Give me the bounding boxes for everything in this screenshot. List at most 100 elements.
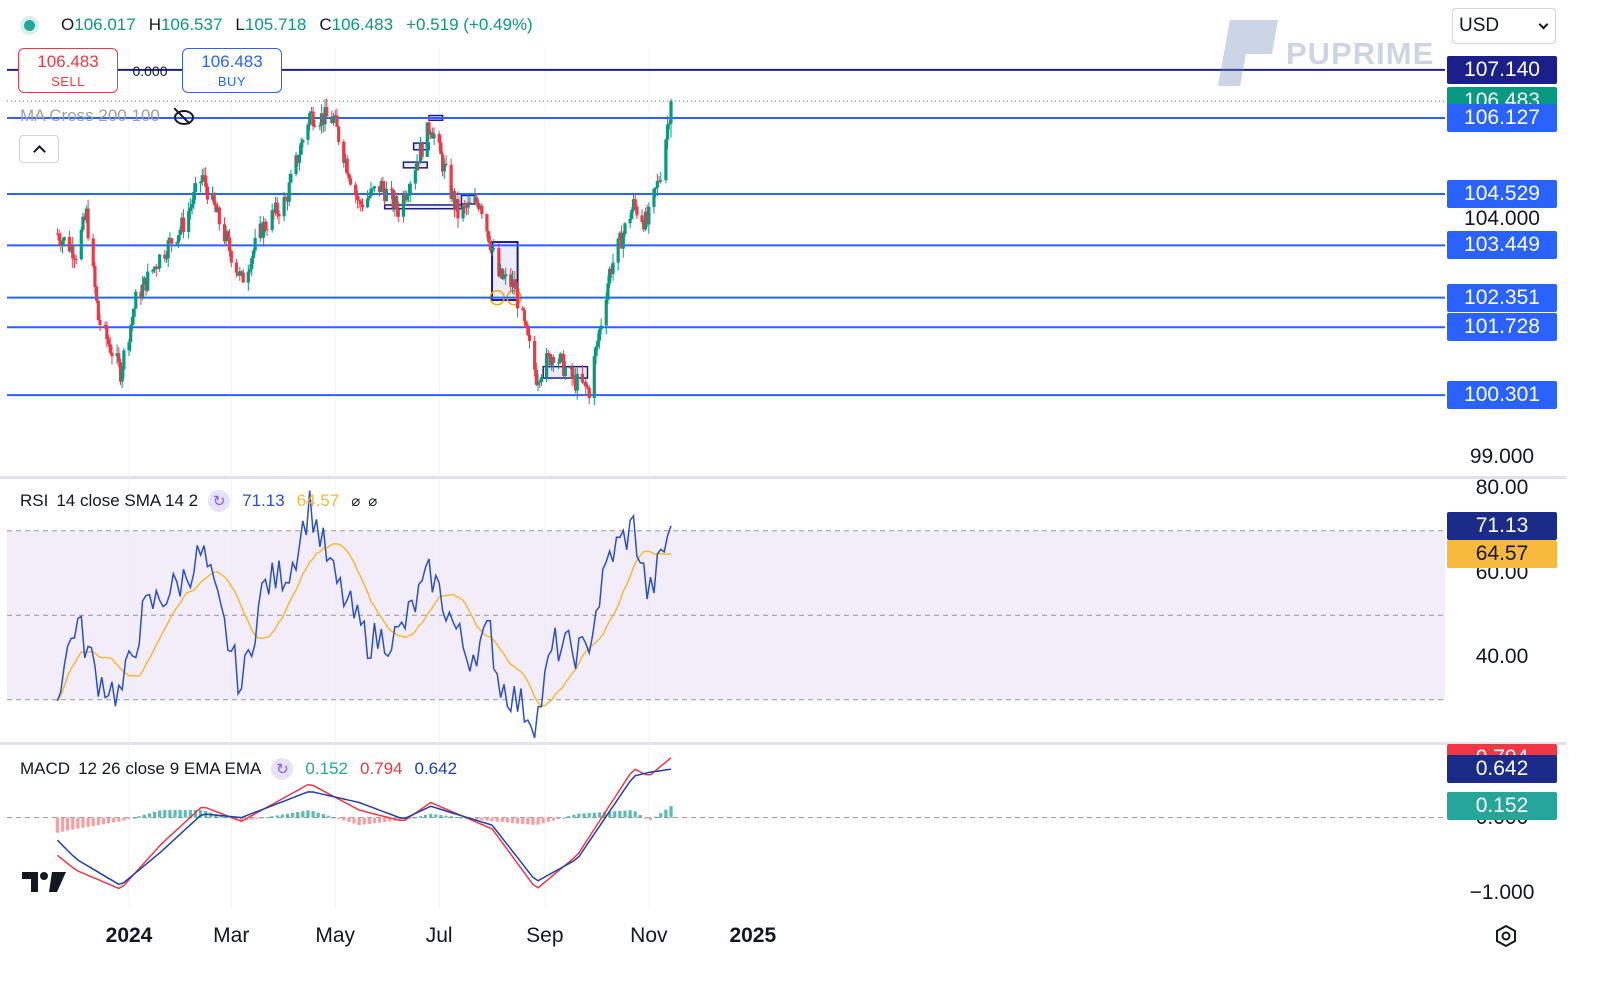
rsi-name: RSI	[20, 491, 49, 510]
rsi-tag: 71.13	[1447, 511, 1557, 540]
candle-body	[272, 210, 276, 213]
candle-body	[273, 202, 278, 213]
macd-histogram-bar	[316, 812, 320, 818]
candle-body	[430, 132, 434, 139]
empty-set-icon: ⌀	[368, 493, 378, 510]
candle-body	[313, 125, 317, 127]
candle-body	[437, 134, 441, 143]
candle-body	[667, 123, 671, 125]
candle-body	[616, 238, 620, 263]
candle-body	[319, 113, 324, 126]
macd-value: 0.794	[359, 759, 403, 778]
candle-body	[403, 194, 407, 201]
candle-body	[558, 353, 562, 363]
candle-body	[611, 262, 615, 274]
candle-body	[631, 199, 636, 210]
macd-line	[56, 757, 672, 890]
macd-histogram-bar	[597, 812, 602, 818]
macd-histogram-bar	[81, 817, 85, 828]
macd-histogram-bar	[250, 817, 254, 820]
pane-dividers[interactable]	[0, 476, 1566, 745]
indicator-settings-icon[interactable]: ↻	[208, 490, 231, 512]
candle-body	[609, 268, 613, 274]
macd-histogram-bar	[551, 817, 555, 821]
candle-body	[454, 199, 458, 209]
indicator-settings-icon[interactable]: ↻	[271, 758, 294, 780]
candle-body	[642, 222, 646, 230]
candle-body	[406, 193, 411, 196]
candle-body	[604, 299, 608, 326]
candle-body	[164, 258, 169, 260]
macd-hist-value: 0.152	[305, 759, 348, 778]
candle-body	[463, 205, 467, 207]
candle-body	[490, 248, 494, 251]
settings-gear-icon[interactable]	[1494, 924, 1518, 948]
tradingview-logo-icon[interactable]	[22, 870, 66, 894]
candle-body	[592, 356, 596, 399]
sell-button[interactable]: 106.483 SELL	[18, 48, 118, 93]
collapse-legend-button[interactable]	[19, 135, 59, 163]
candle-body	[417, 162, 421, 164]
candle-body	[536, 381, 540, 385]
candle-body	[570, 367, 574, 379]
macd-histogram-bar	[270, 816, 274, 818]
candle-body	[464, 205, 469, 208]
macd-histogram-bar	[623, 810, 627, 818]
buy-button[interactable]: 106.483 BUY	[182, 48, 282, 93]
candle-body	[265, 229, 269, 231]
candle-body	[345, 158, 349, 174]
candle-body	[497, 248, 501, 277]
candle-body	[597, 329, 602, 341]
candle-body	[643, 211, 648, 230]
candle-body	[401, 194, 406, 217]
candles	[55, 98, 673, 406]
chevron-down-icon	[1538, 19, 1549, 29]
candle-body	[383, 188, 387, 202]
candle-body	[98, 320, 102, 325]
candle-body	[533, 340, 537, 370]
ohlc-high: 106.537	[160, 15, 223, 34]
macd-legend[interactable]: MACD 12 26 close 9 EMA EMA ↻ 0.152 0.794…	[20, 758, 469, 780]
eye-off-icon[interactable]	[172, 107, 194, 125]
candle-body	[596, 340, 600, 347]
candle-body	[294, 155, 298, 175]
candle-body	[568, 367, 573, 369]
price-tick: 99.000	[1469, 444, 1535, 468]
candle-body	[405, 195, 409, 201]
candle-body	[142, 277, 146, 285]
candle-body	[546, 353, 550, 355]
time-axis-label: Mar	[213, 924, 250, 947]
macd-histogram-bar	[193, 810, 198, 818]
ma-cross-legend[interactable]: MA Cross 200 100	[20, 106, 194, 126]
candle-body	[550, 356, 554, 366]
candle-body	[488, 241, 492, 251]
macd-histogram-bar	[480, 817, 484, 821]
macd-histogram-bar	[587, 813, 591, 818]
macd-histogram-bar	[147, 813, 152, 818]
currency-select[interactable]: USD	[1452, 8, 1556, 44]
candle-body	[95, 286, 99, 301]
macd-histogram-bar	[158, 810, 162, 818]
candle-body	[355, 195, 359, 201]
candle-body	[297, 154, 302, 163]
candle-body	[178, 230, 182, 236]
rsi-legend[interactable]: RSI 14 close SMA 14 2 ↻ 71.13 64.57 ⌀ ⌀	[20, 490, 385, 512]
candle-body	[198, 182, 203, 184]
macd-histogram-bar	[567, 816, 571, 818]
candle-body	[120, 369, 124, 382]
candle-body	[234, 262, 238, 273]
rsi-line	[56, 490, 672, 739]
candle-body	[551, 356, 555, 363]
candle-body	[260, 223, 264, 238]
candle-body	[366, 198, 370, 208]
time-axis-label: Jul	[425, 924, 453, 947]
macd-tag: 0.152	[1447, 792, 1557, 821]
macd-histogram-bar	[122, 817, 126, 821]
candle-body	[144, 277, 148, 291]
candle-body	[544, 353, 549, 378]
macd-histogram-bar	[331, 817, 336, 819]
candle-body	[141, 284, 145, 299]
macd-histogram-bar	[285, 813, 290, 818]
candle-body	[248, 269, 252, 272]
